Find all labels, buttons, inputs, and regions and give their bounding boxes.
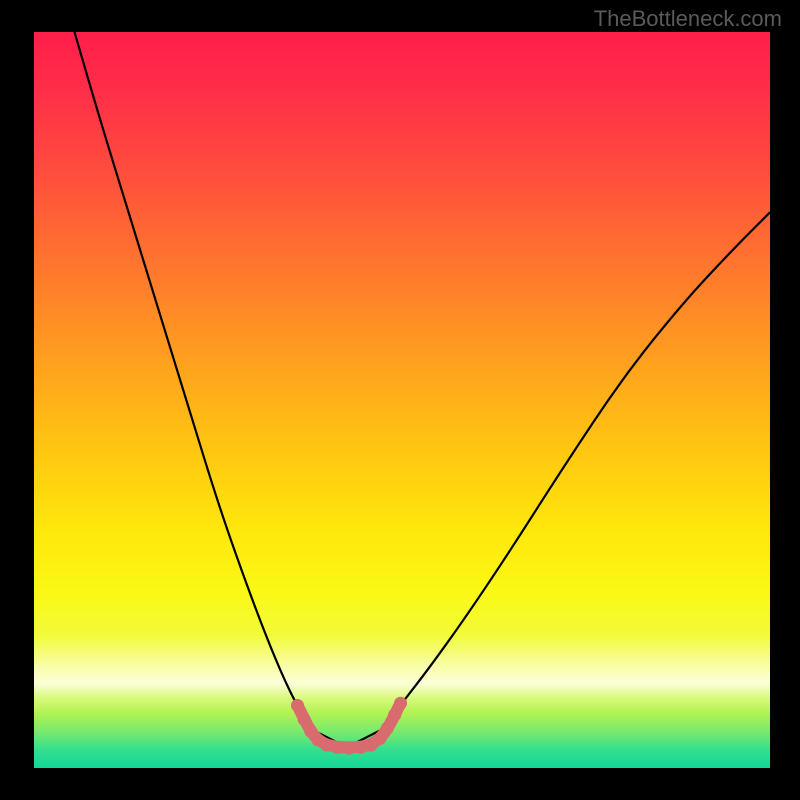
chart-svg [34, 32, 770, 768]
marker-dot [291, 699, 304, 712]
marker-dot [394, 697, 407, 710]
chart-area [34, 32, 770, 768]
marker-dot [388, 709, 401, 722]
v-curve-path [74, 32, 770, 747]
bottom-marker-dots [291, 697, 407, 755]
marker-dot [381, 722, 394, 735]
marker-dot [331, 741, 344, 754]
marker-dot [298, 713, 311, 726]
marker-dot [343, 742, 356, 755]
watermark-text: TheBottleneck.com [594, 6, 782, 32]
